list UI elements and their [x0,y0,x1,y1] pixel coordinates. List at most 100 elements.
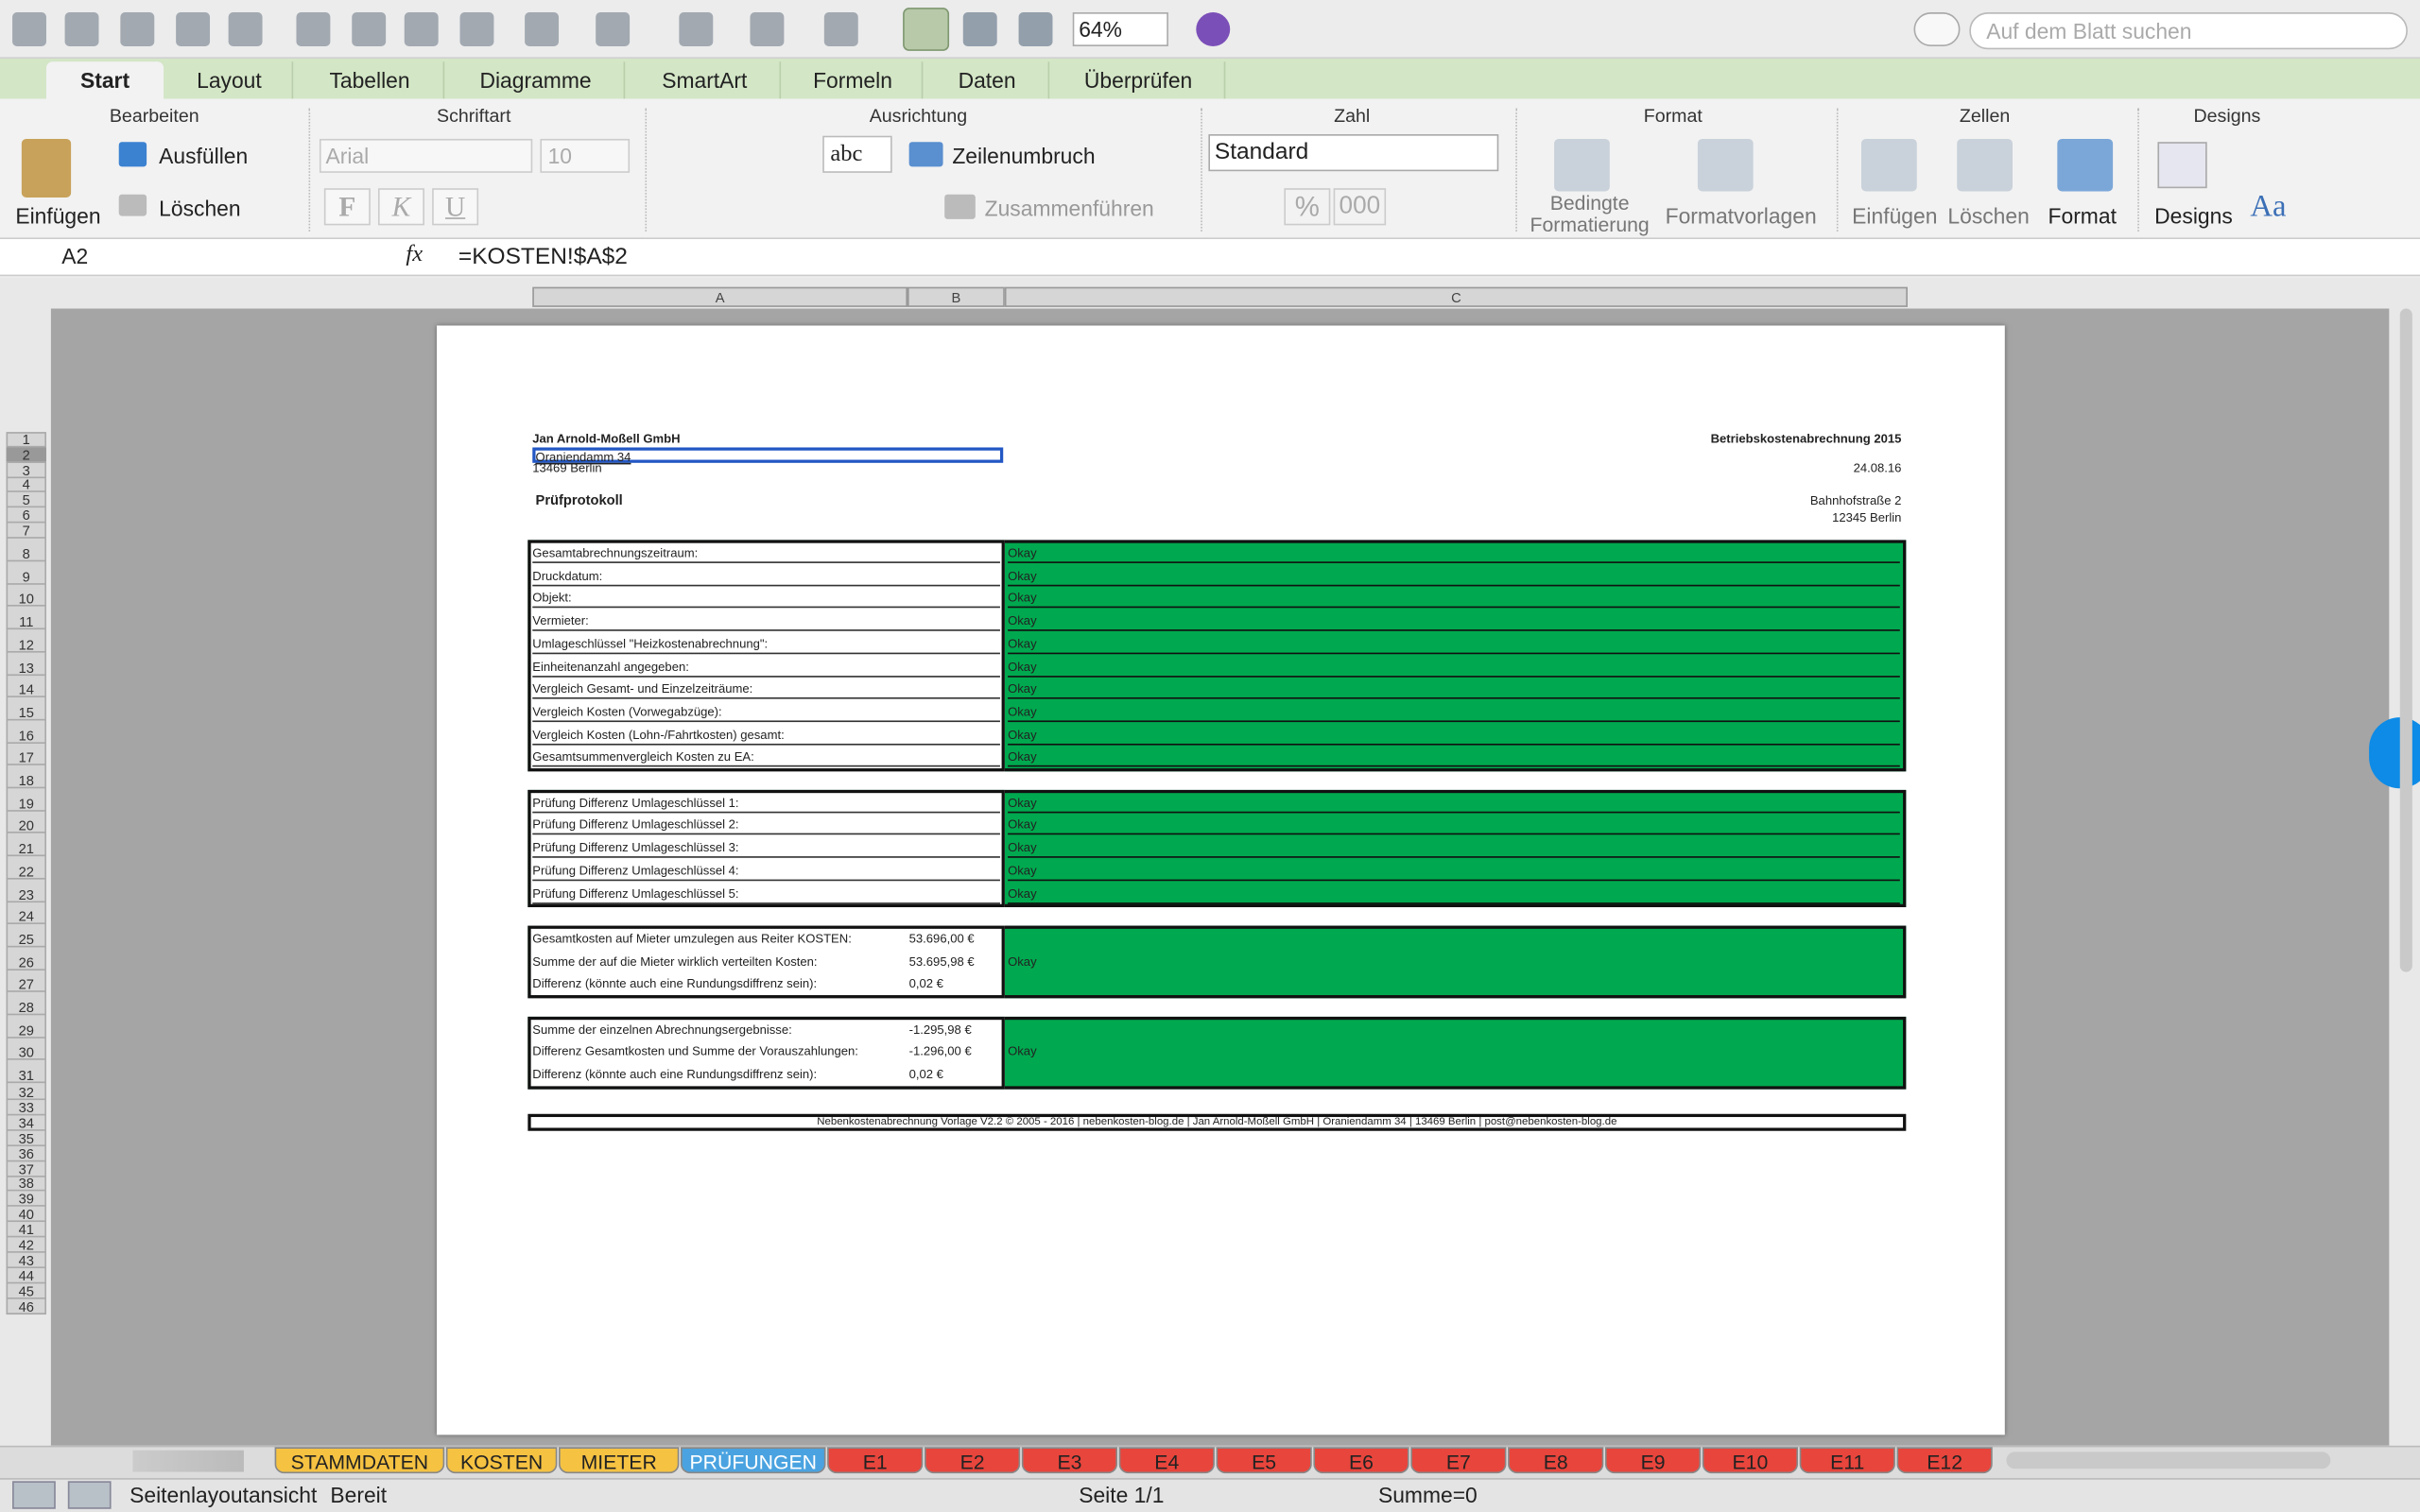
view-button[interactable] [12,1481,56,1509]
row-header[interactable]: 5 [6,492,46,508]
toolbar-icon[interactable] [750,12,785,46]
ribbon-tab[interactable]: Überprüfen [1052,61,1226,99]
row-header[interactable]: 46 [6,1298,46,1314]
row-header[interactable]: 34 [6,1115,46,1131]
row-header[interactable]: 29 [6,1022,46,1039]
ribbon-tab[interactable]: Layout [166,61,294,99]
row-header[interactable]: 39 [6,1192,46,1208]
row-header[interactable]: 4 [6,477,46,493]
sheet-tab[interactable]: E5 [1216,1447,1312,1474]
ribbon-tab[interactable]: Start [45,61,164,99]
cells-icon[interactable] [1860,138,1917,192]
h-scrollbar[interactable] [2006,1452,2331,1469]
row-header[interactable]: 38 [6,1177,46,1193]
sheet-tab[interactable]: E2 [924,1447,1021,1474]
button-label[interactable]: Einfügen [15,203,101,229]
row-header[interactable]: 20 [6,818,46,834]
fill-icon[interactable] [118,142,147,167]
row-header[interactable]: 17 [6,750,46,766]
row-header[interactable]: 7 [6,523,46,539]
row-header[interactable]: 44 [6,1268,46,1284]
row-header[interactable]: 9 [6,569,46,585]
row-header[interactable]: 37 [6,1161,46,1177]
column-header[interactable]: B [907,286,1005,307]
sheet-tab[interactable]: MIETER [559,1447,680,1474]
wrap-style-box[interactable]: abc [822,135,892,173]
sheet-tab[interactable]: E4 [1118,1447,1215,1474]
toolbar-icon[interactable] [404,12,439,46]
row-header[interactable]: 6 [6,507,46,524]
row-header[interactable]: 19 [6,796,46,812]
toolbar-icon[interactable] [962,12,997,46]
button-label[interactable]: Bedingte Formatierung [1530,191,1650,236]
row-header[interactable]: 40 [6,1207,46,1223]
sheet-tab[interactable]: E7 [1410,1447,1507,1474]
toolbar-icon[interactable] [352,12,387,46]
button-label[interactable]: Löschen [1947,203,2030,229]
wrap-icon[interactable] [908,142,943,167]
ribbon-tab[interactable]: SmartArt [630,61,782,99]
search-icon[interactable] [1913,12,1961,46]
button-label[interactable]: Ausfüllen [159,143,249,168]
format-button[interactable]: K [377,188,424,226]
row-header[interactable]: 41 [6,1222,46,1238]
button-label[interactable]: Zeilenumbruch [952,143,1096,168]
row-header[interactable]: 28 [6,1000,46,1016]
ribbon-tab[interactable]: Daten [926,61,1050,99]
status-view[interactable]: Seitenlayoutansicht [130,1482,318,1508]
zoom-box[interactable]: 64% [1072,12,1168,46]
cells-icon[interactable] [1957,138,2013,192]
row-header[interactable]: 27 [6,977,46,993]
toolbar-icon[interactable] [176,12,211,46]
row-header[interactable]: 25 [6,932,46,948]
formula-input[interactable]: =KOSTEN!$A$2 [458,243,628,270]
toolbar-icon[interactable] [596,12,631,46]
fx-label[interactable]: fx [406,242,424,267]
help-icon[interactable] [1196,12,1231,46]
row-header[interactable]: 33 [6,1100,46,1116]
row-header[interactable]: 10 [6,592,46,608]
dropbox-badge[interactable] [2369,717,2420,789]
format-button[interactable]: F [323,188,371,226]
toolbar-icon[interactable] [64,12,99,46]
name-box[interactable]: A2 [61,243,89,269]
font-box[interactable]: Arial [319,138,533,173]
row-header[interactable]: 1 [6,432,46,448]
toolbar-icon[interactable] [525,12,560,46]
toolbar-icon[interactable] [1018,12,1053,46]
row-header[interactable]: 8 [6,546,46,562]
toolbar-icon[interactable] [296,12,331,46]
row-header[interactable]: 14 [6,682,46,698]
toolbar-icon[interactable] [823,12,858,46]
button-label[interactable]: Format [2048,203,2117,229]
ribbon-tab[interactable]: Formeln [784,61,924,99]
row-header[interactable]: 3 [6,462,46,478]
row-header[interactable]: 30 [6,1045,46,1061]
sheet-tab[interactable]: E9 [1604,1447,1702,1474]
toolbar-icon[interactable] [12,12,46,46]
designs-icon[interactable] [2157,142,2207,189]
row-header[interactable]: 16 [6,728,46,744]
column-header[interactable]: C [1004,286,1908,307]
row-header[interactable]: 15 [6,705,46,721]
row-header[interactable]: 23 [6,886,46,902]
paste-icon[interactable] [21,138,72,198]
percent-button[interactable]: % [1284,188,1331,226]
row-header[interactable]: 36 [6,1145,46,1161]
view-button[interactable] [67,1481,112,1509]
row-header[interactable]: 45 [6,1283,46,1299]
size-box[interactable]: 10 [540,138,631,173]
formula-builder[interactable] [903,8,950,51]
status-sum[interactable]: Summe=0 [1377,1482,1478,1508]
format-button[interactable]: U [432,188,479,226]
row-header[interactable]: 32 [6,1085,46,1101]
sheet-tab[interactable]: E11 [1799,1447,1895,1474]
row-header[interactable]: 35 [6,1130,46,1146]
column-header[interactable]: A [532,286,908,307]
number-format-box[interactable]: Standard [1208,134,1499,172]
button-label[interactable]: Einfügen [1852,203,1938,229]
ribbon-tab[interactable]: Tabellen [296,61,445,99]
button-label[interactable]: Formatvorlagen [1665,203,1817,229]
row-header[interactable]: 13 [6,660,46,676]
sheet-tab[interactable]: E10 [1702,1447,1799,1474]
